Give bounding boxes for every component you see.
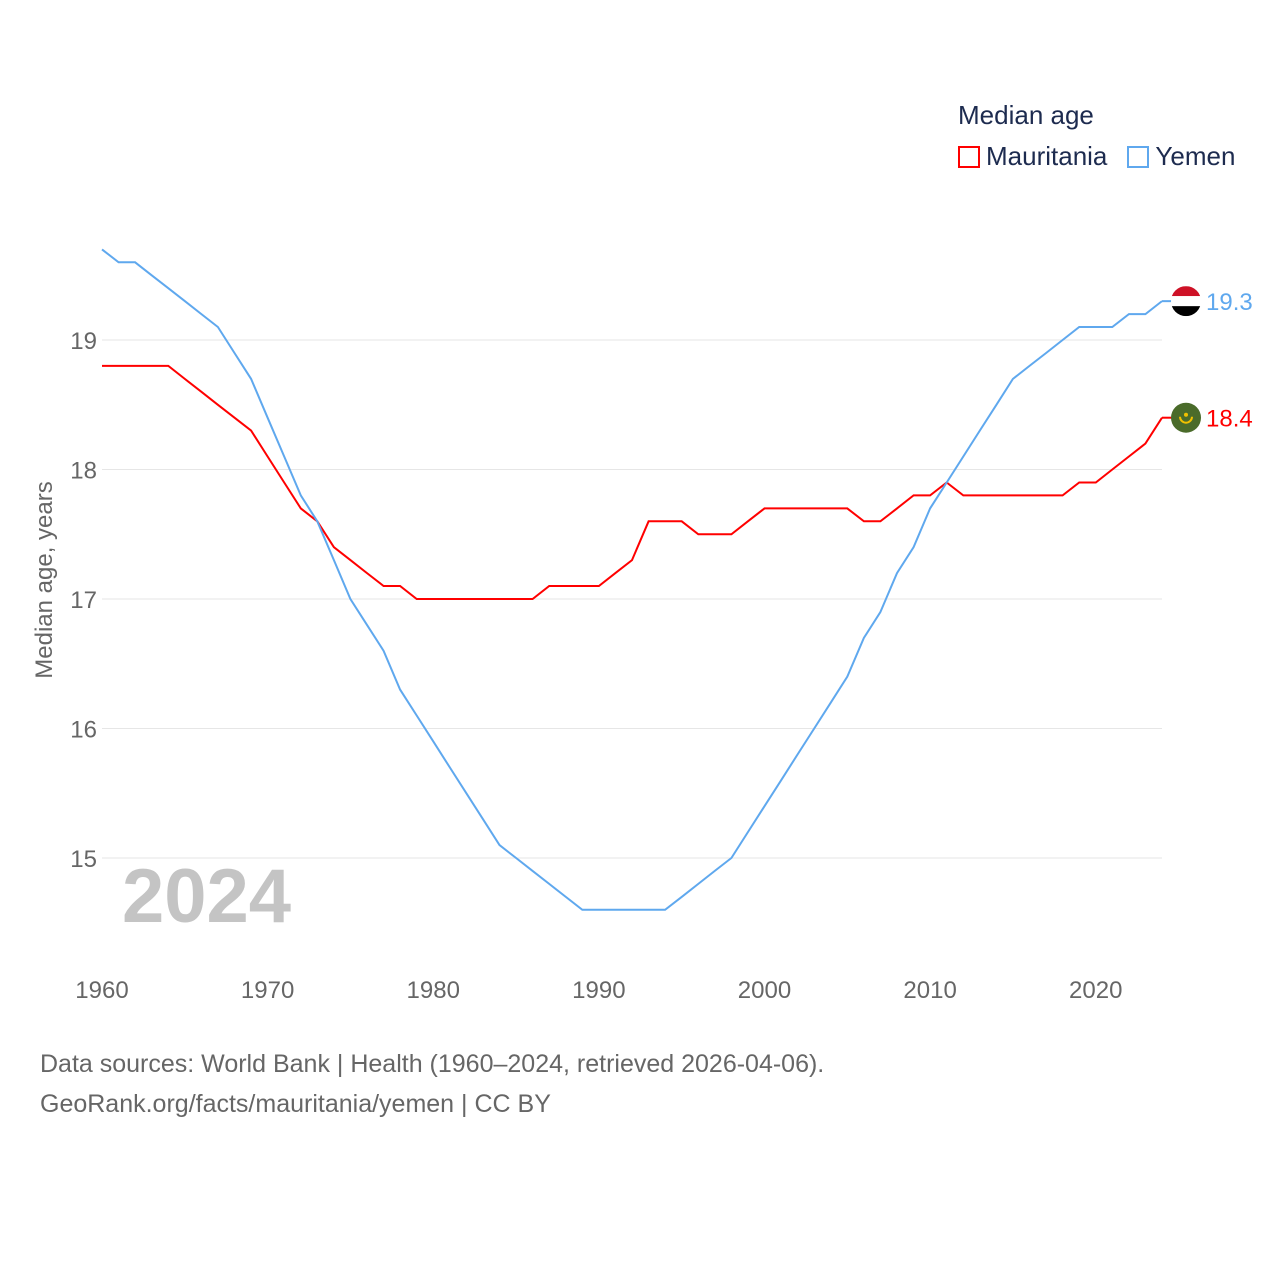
footer: Data sources: World Bank | Health (1960–… [40,1044,824,1124]
year-watermark: 2024 [122,854,291,939]
flag-icon-mauritania [1171,402,1201,433]
legend-title: Median age [958,100,1094,130]
y-tick-label: 18 [70,458,97,485]
y-tick-label: 19 [70,328,97,355]
y-tick-label: 17 [70,587,97,614]
flag-icon-yemen [1171,286,1201,317]
legend-item-mauritania[interactable]: Mauritania [958,141,1107,172]
data-sources: Data sources: World Bank | Health (1960–… [40,1050,825,1078]
legend-label: Mauritania [986,141,1108,171]
end-value-label: 18.4 [1206,406,1253,433]
x-tick-label: 2020 [1069,977,1122,1004]
x-tick-label: 2010 [903,977,956,1004]
y-tick-label: 16 [70,717,97,744]
x-tick-label: 1980 [407,977,460,1004]
y-axis-label: Median age, years [31,481,58,678]
credit-link[interactable]: GeoRank.org/facts/mauritania/yemen | CC … [40,1090,551,1118]
legend: Median age Mauritania Yemen [958,100,1235,172]
x-tick-label: 1990 [572,977,625,1004]
x-tick-label: 2000 [738,977,791,1004]
y-tick-label: 15 [70,846,97,873]
x-tick-label: 1960 [75,977,128,1004]
legend-swatch-mauritania [958,145,980,168]
legend-swatch-yemen [1127,145,1150,168]
legend-label: Yemen [1155,141,1236,171]
series-line-yemen[interactable] [101,248,1163,911]
series-line-mauritania[interactable] [102,364,1163,600]
legend-item-yemen[interactable]: Yemen [1127,141,1235,172]
x-tick-label: 1970 [241,977,294,1004]
end-value-label: 19.3 [1206,289,1253,316]
